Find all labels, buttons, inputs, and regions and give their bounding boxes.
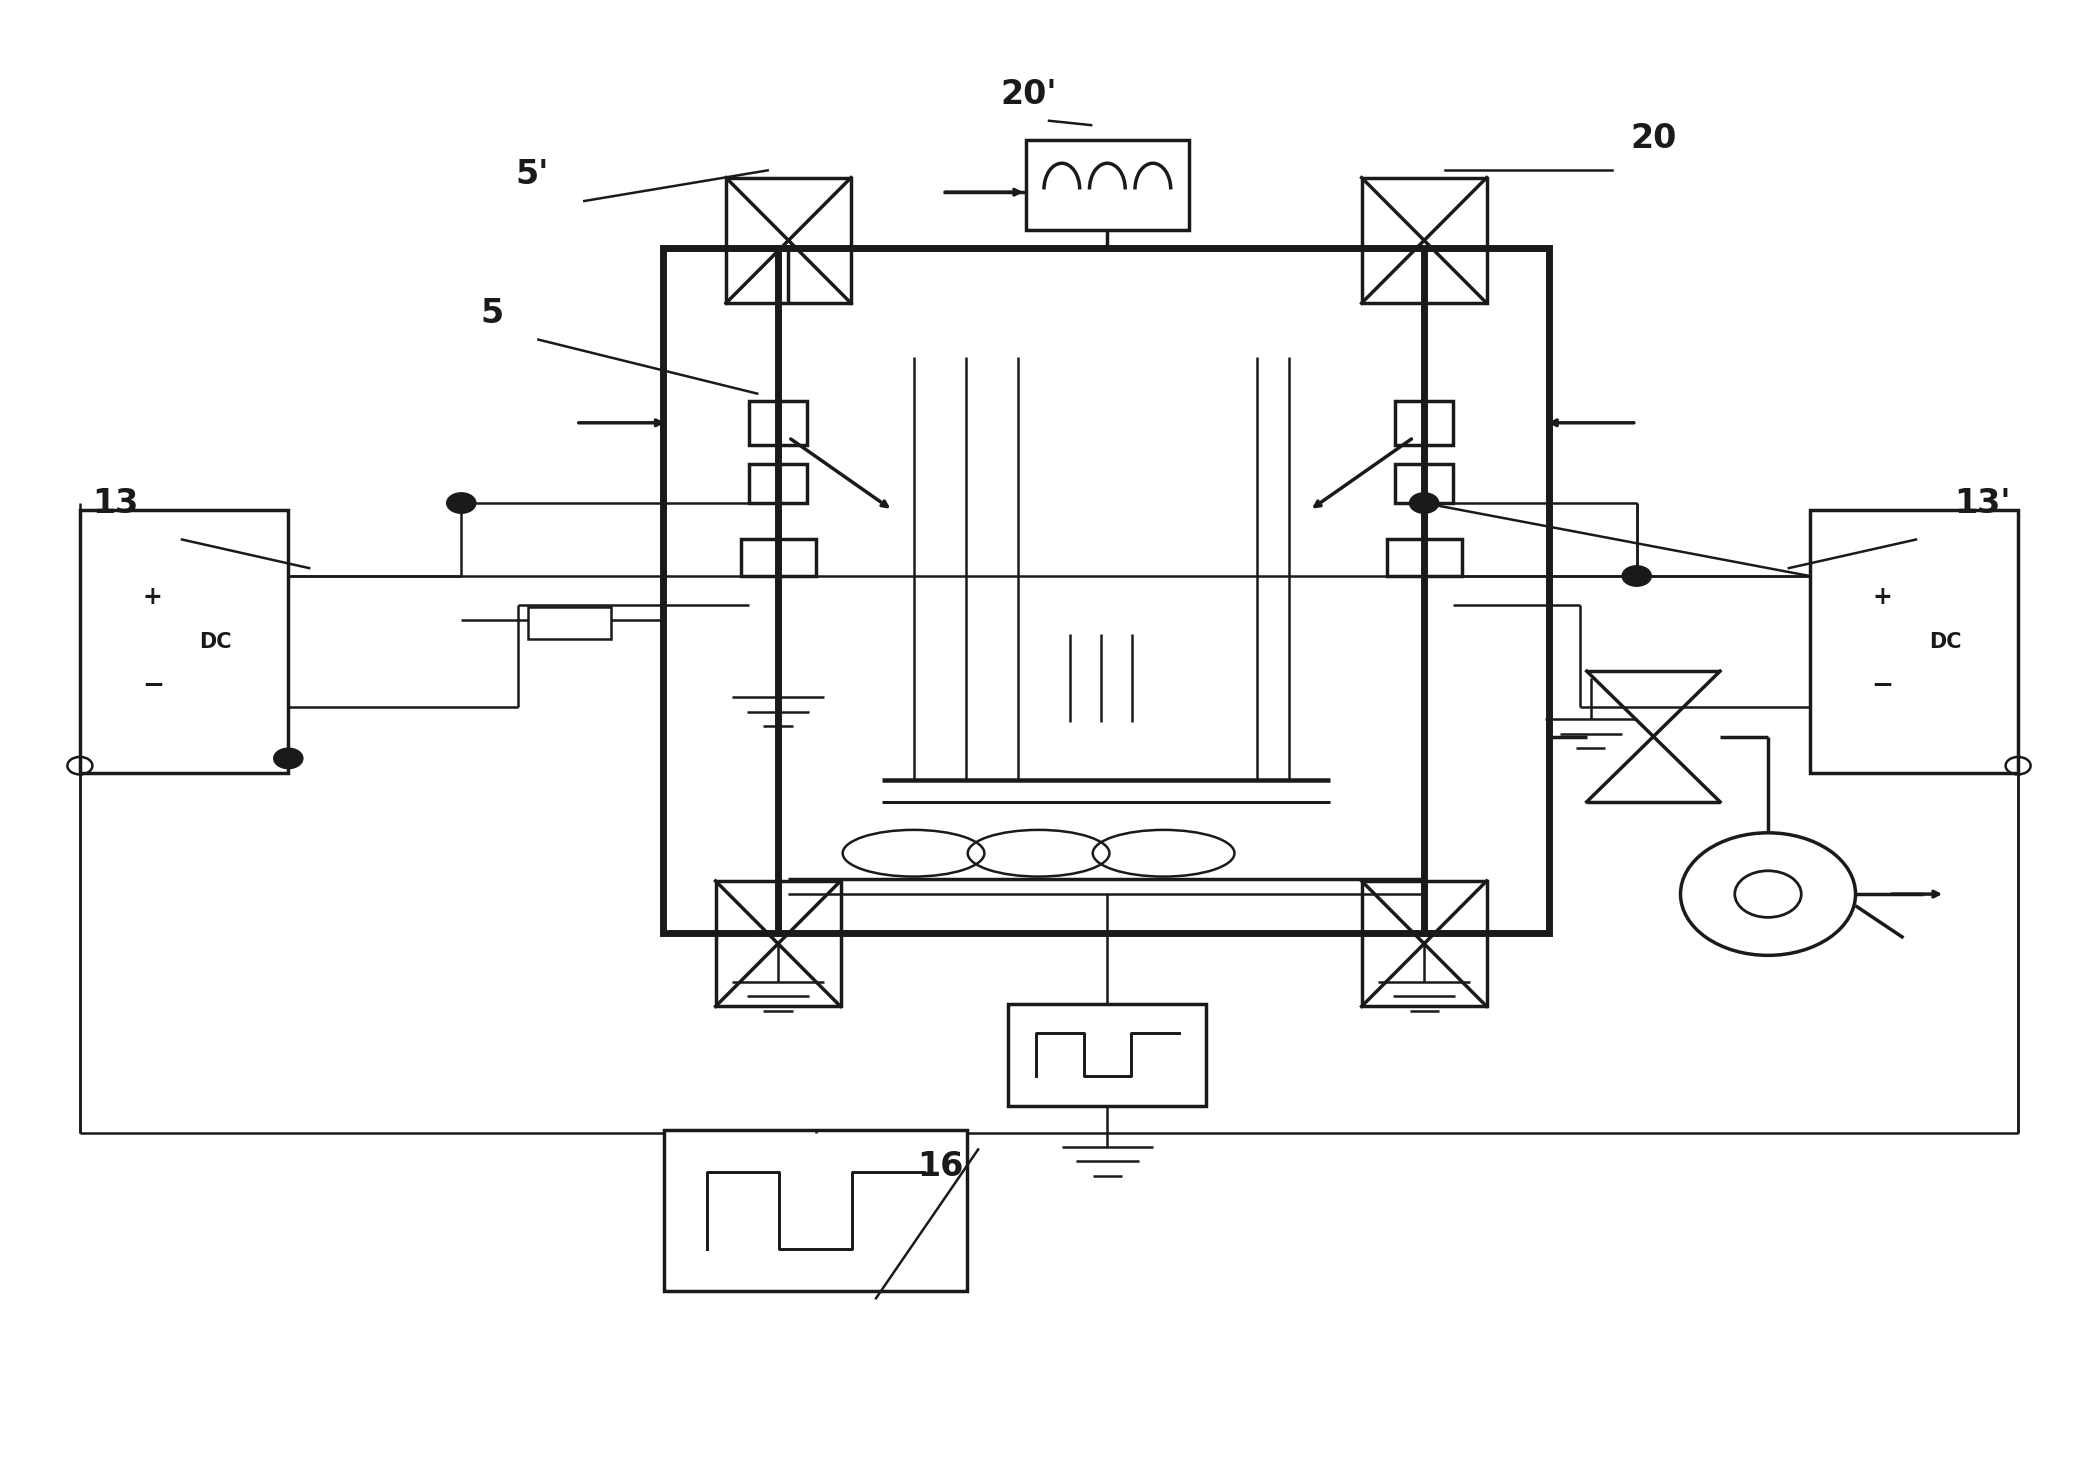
- Circle shape: [1410, 493, 1439, 513]
- Bar: [665, 1130, 967, 1290]
- Text: 5: 5: [480, 298, 504, 330]
- Bar: [1395, 464, 1454, 504]
- Text: 13': 13': [1955, 486, 2010, 520]
- Circle shape: [273, 748, 302, 769]
- Bar: [1811, 510, 2018, 773]
- Text: 20: 20: [1630, 122, 1676, 155]
- Bar: [663, 247, 1548, 934]
- Bar: [726, 178, 852, 303]
- Bar: [1387, 539, 1462, 576]
- Text: 5': 5': [516, 158, 550, 191]
- Bar: [1395, 401, 1454, 445]
- Bar: [1362, 178, 1487, 303]
- Text: 16: 16: [917, 1150, 963, 1183]
- Circle shape: [447, 493, 476, 513]
- Bar: [749, 464, 808, 504]
- Bar: [1009, 1003, 1206, 1106]
- Bar: [1362, 881, 1487, 1006]
- Bar: [529, 607, 611, 639]
- Text: 13: 13: [92, 486, 138, 520]
- Bar: [1026, 140, 1190, 230]
- Text: −: −: [1871, 673, 1894, 700]
- Bar: [741, 539, 816, 576]
- Text: −: −: [143, 673, 164, 700]
- Bar: [749, 401, 808, 445]
- Text: +: +: [1874, 585, 1892, 608]
- Text: 20': 20': [1001, 78, 1057, 110]
- Bar: [715, 881, 841, 1006]
- Bar: [80, 510, 287, 773]
- Text: DC: DC: [199, 632, 231, 651]
- Circle shape: [1622, 566, 1651, 586]
- Text: +: +: [143, 585, 164, 608]
- Text: DC: DC: [1928, 632, 1962, 651]
